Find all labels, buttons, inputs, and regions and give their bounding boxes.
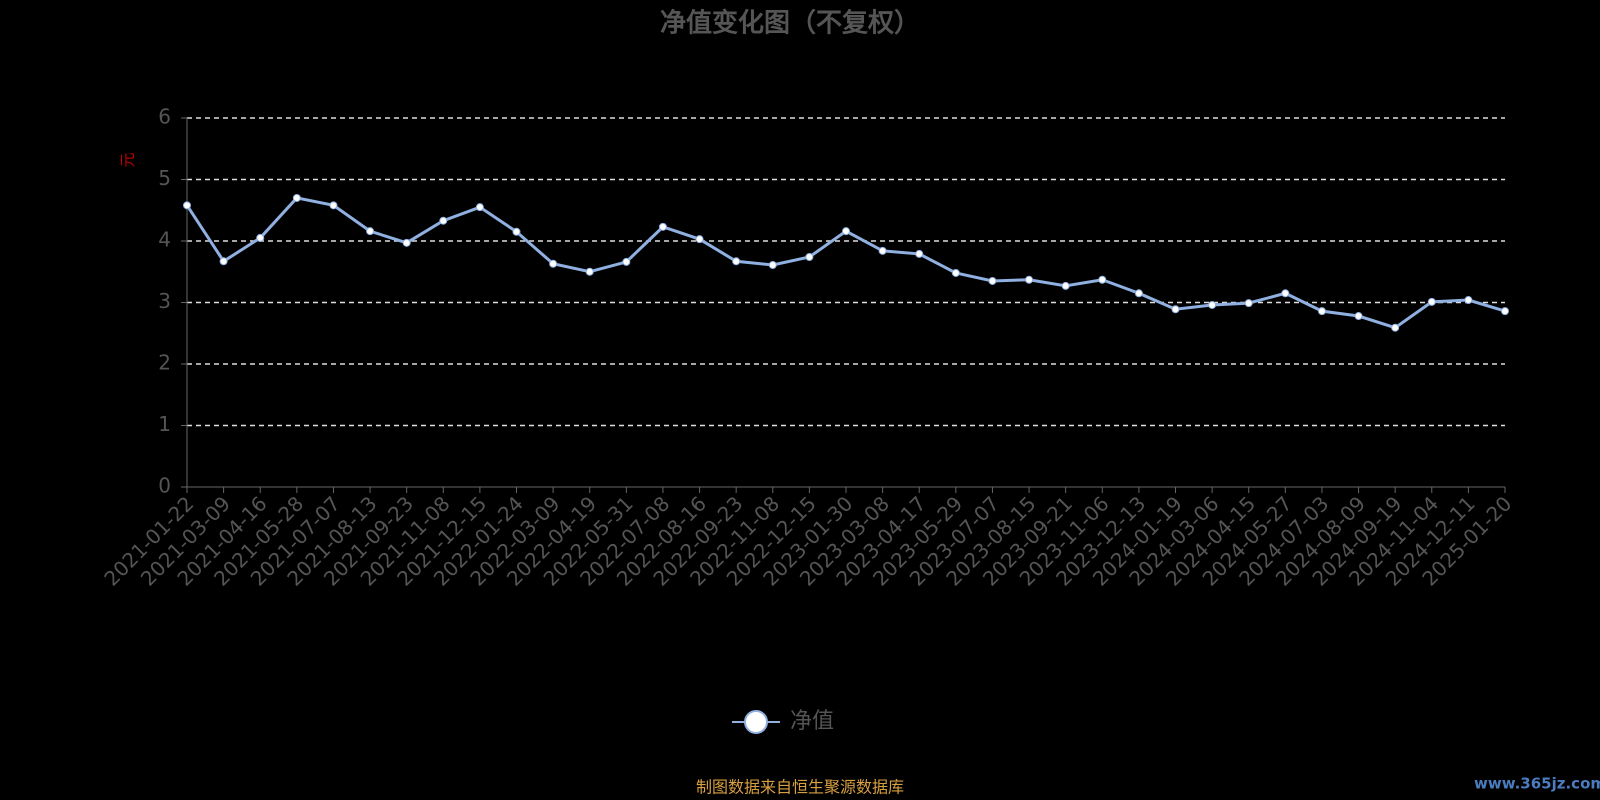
data-point [1317, 307, 1326, 316]
data-point [1427, 297, 1436, 306]
data-point [1025, 275, 1034, 284]
data-point [1244, 299, 1253, 308]
y-tick-label: 6 [158, 105, 171, 129]
data-point [622, 257, 631, 266]
data-point [1391, 323, 1400, 332]
data-point [1354, 312, 1363, 321]
data-point [658, 222, 667, 231]
data-point [1098, 275, 1107, 284]
data-point [842, 227, 850, 236]
legend-label: 净值 [790, 709, 834, 734]
y-tick-label: 0 [158, 474, 171, 498]
y-axis-label: 元 [119, 152, 137, 167]
data-point [1208, 300, 1217, 309]
data-point [439, 216, 448, 225]
legend-marker [744, 710, 768, 734]
data-point [878, 246, 887, 255]
data-point [402, 238, 411, 247]
y-tick-label: 1 [158, 412, 171, 436]
data-point [549, 259, 558, 268]
source-note: 制图数据来自恒生聚源数据库 [696, 778, 904, 797]
watermark: www.365jz.com [1474, 775, 1600, 793]
data-point [292, 193, 301, 202]
data-point [329, 201, 338, 210]
data-point [1134, 289, 1143, 298]
data-point [695, 235, 704, 244]
data-point [951, 268, 960, 277]
y-tick-label: 4 [158, 228, 171, 252]
y-tick-label: 5 [158, 166, 171, 190]
data-point [475, 203, 484, 212]
data-point [1501, 307, 1509, 316]
data-point [805, 252, 814, 261]
data-point [1464, 296, 1473, 305]
data-point [1281, 289, 1290, 298]
data-point [512, 227, 521, 236]
data-point [585, 267, 594, 276]
data-point [183, 201, 191, 210]
data-point [366, 227, 375, 236]
y-tick-label: 2 [158, 351, 171, 375]
data-point [732, 257, 741, 266]
data-point [768, 260, 777, 269]
data-point [1171, 305, 1180, 314]
y-tick-label: 3 [158, 289, 171, 313]
data-point [256, 233, 265, 242]
chart-title: 净值变化图（不复权） [660, 8, 920, 39]
data-point [1061, 281, 1070, 290]
data-point [219, 257, 228, 266]
data-point [915, 249, 924, 258]
data-point [988, 276, 997, 285]
